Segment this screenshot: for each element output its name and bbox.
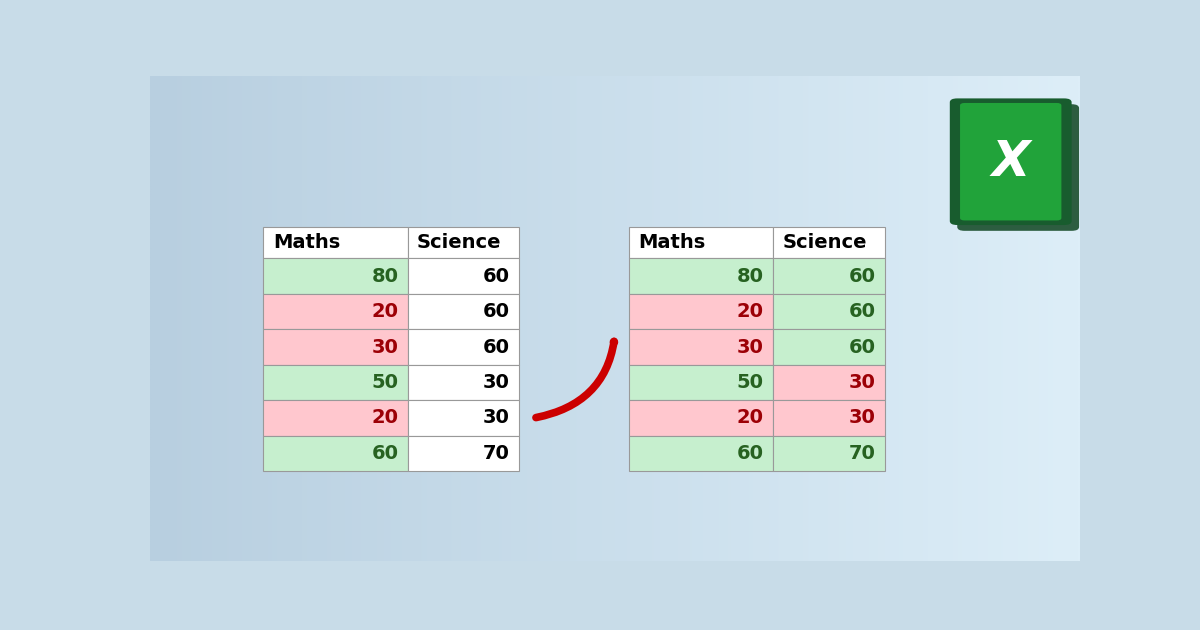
Text: Maths: Maths xyxy=(272,233,340,252)
Text: 20: 20 xyxy=(737,408,764,427)
Text: Maths: Maths xyxy=(638,233,706,252)
Text: 30: 30 xyxy=(484,408,510,427)
Text: 80: 80 xyxy=(737,266,764,285)
Text: 60: 60 xyxy=(848,302,876,321)
Bar xyxy=(629,435,773,471)
Text: 30: 30 xyxy=(848,373,876,392)
Bar xyxy=(408,365,520,400)
FancyBboxPatch shape xyxy=(958,104,1079,231)
Text: 60: 60 xyxy=(848,266,876,285)
Bar xyxy=(773,400,884,435)
Bar xyxy=(773,258,884,294)
Bar xyxy=(773,294,884,329)
Bar xyxy=(773,227,884,258)
Bar xyxy=(408,400,520,435)
Text: 70: 70 xyxy=(848,444,876,463)
Text: 20: 20 xyxy=(371,408,398,427)
Text: 60: 60 xyxy=(371,444,398,463)
Bar xyxy=(264,227,408,258)
Text: 60: 60 xyxy=(482,302,510,321)
FancyBboxPatch shape xyxy=(950,98,1072,225)
Text: 20: 20 xyxy=(737,302,764,321)
Text: 30: 30 xyxy=(372,338,398,357)
Text: 80: 80 xyxy=(371,266,398,285)
Bar xyxy=(773,435,884,471)
Bar xyxy=(408,435,520,471)
Text: 50: 50 xyxy=(737,373,764,392)
Bar xyxy=(264,400,408,435)
Bar xyxy=(629,365,773,400)
Bar xyxy=(629,400,773,435)
Text: 30: 30 xyxy=(848,408,876,427)
Bar xyxy=(629,294,773,329)
Bar xyxy=(629,258,773,294)
Bar xyxy=(264,435,408,471)
FancyBboxPatch shape xyxy=(960,103,1062,220)
Text: 50: 50 xyxy=(371,373,398,392)
Bar xyxy=(408,258,520,294)
Bar xyxy=(773,365,884,400)
Bar xyxy=(408,294,520,329)
Text: 60: 60 xyxy=(737,444,764,463)
Text: 20: 20 xyxy=(371,302,398,321)
Bar xyxy=(773,329,884,365)
Bar xyxy=(264,294,408,329)
Text: Science: Science xyxy=(782,233,866,252)
Text: 60: 60 xyxy=(848,338,876,357)
Bar xyxy=(264,365,408,400)
FancyArrowPatch shape xyxy=(536,341,614,418)
Text: 30: 30 xyxy=(737,338,764,357)
Bar xyxy=(629,227,773,258)
Text: Science: Science xyxy=(416,233,502,252)
Bar xyxy=(264,258,408,294)
Bar xyxy=(408,227,520,258)
Text: 30: 30 xyxy=(484,373,510,392)
Text: 60: 60 xyxy=(482,266,510,285)
Text: 70: 70 xyxy=(484,444,510,463)
Text: 60: 60 xyxy=(482,338,510,357)
Text: X: X xyxy=(991,138,1030,186)
Bar xyxy=(264,329,408,365)
Bar xyxy=(408,329,520,365)
Bar xyxy=(629,329,773,365)
